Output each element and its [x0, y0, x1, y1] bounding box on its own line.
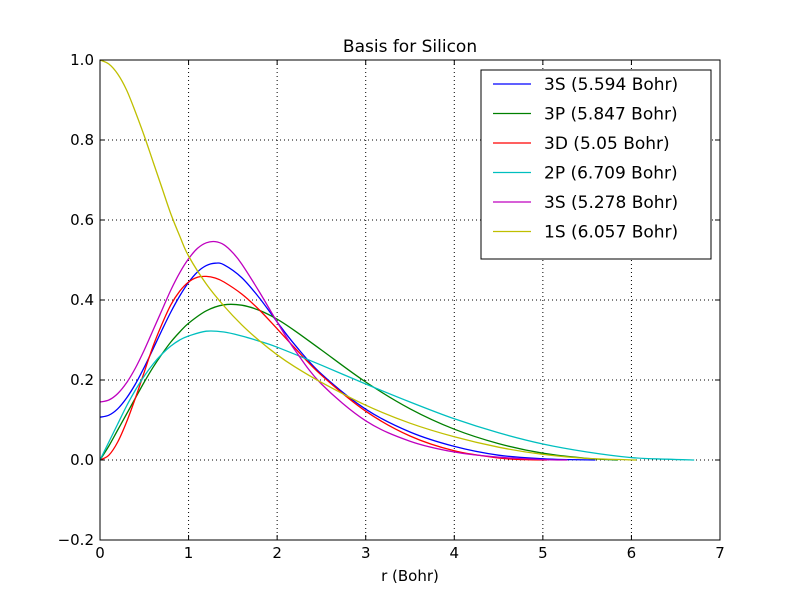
axis-ticks: 0 1 2 3 4 5 6 7 −0.2 0.0 0.2 0.4 0.6 0.8 1.0 — [58, 51, 725, 562]
series-lines — [99, 59, 695, 461]
y-tick-label: 0.2 — [70, 371, 94, 389]
y-tick-label: 0.4 — [70, 291, 94, 309]
series-line — [99, 262, 596, 461]
y-tick-label: −0.2 — [58, 531, 94, 549]
legend-box — [480, 69, 712, 260]
series-line — [99, 330, 695, 461]
y-tick-label: 1.0 — [70, 51, 94, 69]
y-tick-label: 0.0 — [70, 451, 94, 469]
series-line — [99, 275, 548, 461]
legend-label: 3D (5.05 Bohr) — [544, 134, 670, 154]
series-line — [99, 240, 568, 461]
chart-title: Basis for Silicon — [343, 37, 477, 57]
y-tick-label: 0.8 — [70, 131, 94, 149]
x-tick-label: 3 — [361, 544, 371, 562]
legend: 3S (5.594 Bohr) 3P (5.847 Bohr) 3D (5.05 B… — [480, 69, 712, 260]
x-tick-label: 6 — [627, 544, 637, 562]
x-tick-label: 5 — [538, 544, 548, 562]
x-tick-label: 2 — [272, 544, 282, 562]
legend-label: 3P (5.847 Bohr) — [544, 105, 678, 125]
x-tick-label: 0 — [95, 544, 105, 562]
x-tick-label: 7 — [715, 544, 725, 562]
legend-label: 3S (5.594 Bohr) — [544, 75, 678, 95]
y-tick-label: 0.6 — [70, 211, 94, 229]
legend-label: 1S (6.057 Bohr) — [544, 223, 678, 243]
x-tick-label: 4 — [450, 544, 460, 562]
x-tick-label: 1 — [184, 544, 194, 562]
legend-label: 3S (5.278 Bohr) — [544, 193, 678, 213]
x-axis-label: r (Bohr) — [381, 567, 439, 585]
legend-label: 2P (6.709 Bohr) — [544, 164, 678, 184]
series-line — [99, 59, 637, 461]
